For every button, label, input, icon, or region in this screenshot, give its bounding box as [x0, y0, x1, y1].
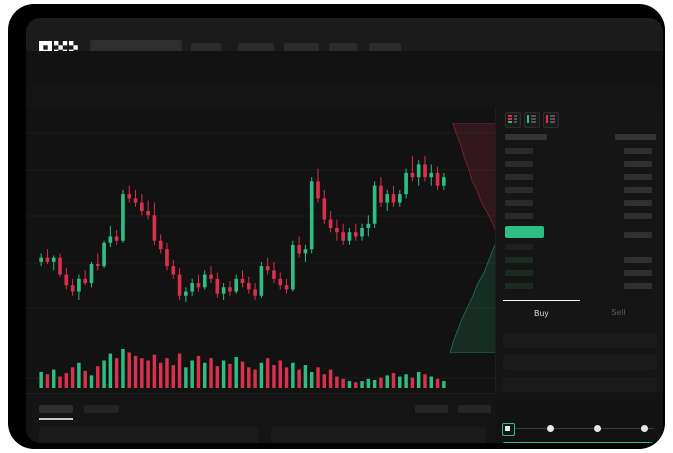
tab-sell[interactable]: Sell	[611, 307, 626, 317]
orders-panel	[26, 393, 495, 443]
candlestick-series	[39, 156, 446, 303]
trade-form-field-2[interactable]	[503, 355, 657, 370]
orderbook-size	[624, 187, 652, 193]
orderbook-size	[624, 283, 652, 289]
orderbook-size	[624, 200, 652, 206]
trade-form-field-3[interactable]	[503, 377, 657, 392]
orderbook-bid-row[interactable]	[505, 283, 533, 289]
orderbook-ask-row[interactable]	[505, 187, 533, 193]
orderbook-ask-row[interactable]	[505, 161, 533, 167]
orderbook-current-price	[505, 226, 544, 238]
orders-action-1[interactable]	[415, 405, 448, 413]
orderbook-header-price	[505, 134, 547, 140]
slider-step-2[interactable]	[547, 425, 554, 432]
orderbook-bid-row[interactable]	[505, 257, 533, 263]
orderbook-size	[624, 257, 652, 263]
nav-item-2[interactable]	[238, 43, 274, 52]
orderbook-bid-row[interactable]	[505, 244, 533, 250]
depth-chart-overlay	[450, 123, 495, 353]
orderbook-size	[624, 161, 652, 167]
orderbook-size	[624, 232, 652, 238]
chart-toolbar	[26, 86, 663, 171]
orderbook-ask-row[interactable]	[505, 174, 533, 180]
orders-action-2[interactable]	[458, 405, 491, 413]
trade-form-tabs: Buy Sell	[503, 300, 657, 324]
orderbook-asks-icon[interactable]	[543, 112, 559, 128]
slider-step-4[interactable]	[641, 425, 648, 432]
slider-track	[506, 428, 654, 429]
nav-item-5[interactable]	[369, 43, 401, 52]
tab-buy[interactable]: Buy	[503, 300, 580, 325]
top-navigation-bar	[26, 18, 663, 55]
orderbook-ask-row[interactable]	[505, 200, 533, 206]
nav-item-3[interactable]	[284, 43, 319, 52]
orderbook-size	[624, 174, 652, 180]
orders-content-box-1	[39, 427, 258, 443]
amount-slider[interactable]	[502, 423, 658, 436]
orderbook-header-size	[615, 134, 656, 140]
orderbook-panel: Buy Sell	[495, 108, 663, 393]
orderbook-size	[624, 213, 652, 219]
orderbook-bid-row[interactable]	[505, 270, 533, 276]
orderbook-ask-row[interactable]	[505, 148, 533, 154]
price-chart[interactable]	[26, 108, 495, 393]
orderbook-size	[624, 270, 652, 276]
orders-tab-2[interactable]	[84, 405, 119, 413]
device-frame: Spot Trading	[8, 4, 665, 449]
nav-item-1[interactable]	[191, 43, 221, 52]
orderbook-size	[624, 148, 652, 154]
submit-buy-button[interactable]	[502, 442, 658, 443]
orders-content-box-2	[271, 427, 486, 443]
slider-handle[interactable]	[502, 423, 515, 436]
orders-tab-1[interactable]	[39, 405, 73, 413]
volume-series	[39, 349, 446, 388]
nav-item-4[interactable]	[329, 43, 357, 52]
device-screen: Spot Trading	[26, 18, 663, 443]
orderbook-both-icon[interactable]	[505, 112, 521, 128]
orders-tab-underline	[39, 418, 73, 420]
orderbook-ask-row[interactable]	[505, 213, 533, 219]
slider-step-3[interactable]	[594, 425, 601, 432]
market-header: Spot Trading	[26, 51, 663, 117]
trade-form-field-1[interactable]	[503, 333, 657, 348]
orderbook-bids-icon[interactable]	[524, 112, 540, 128]
